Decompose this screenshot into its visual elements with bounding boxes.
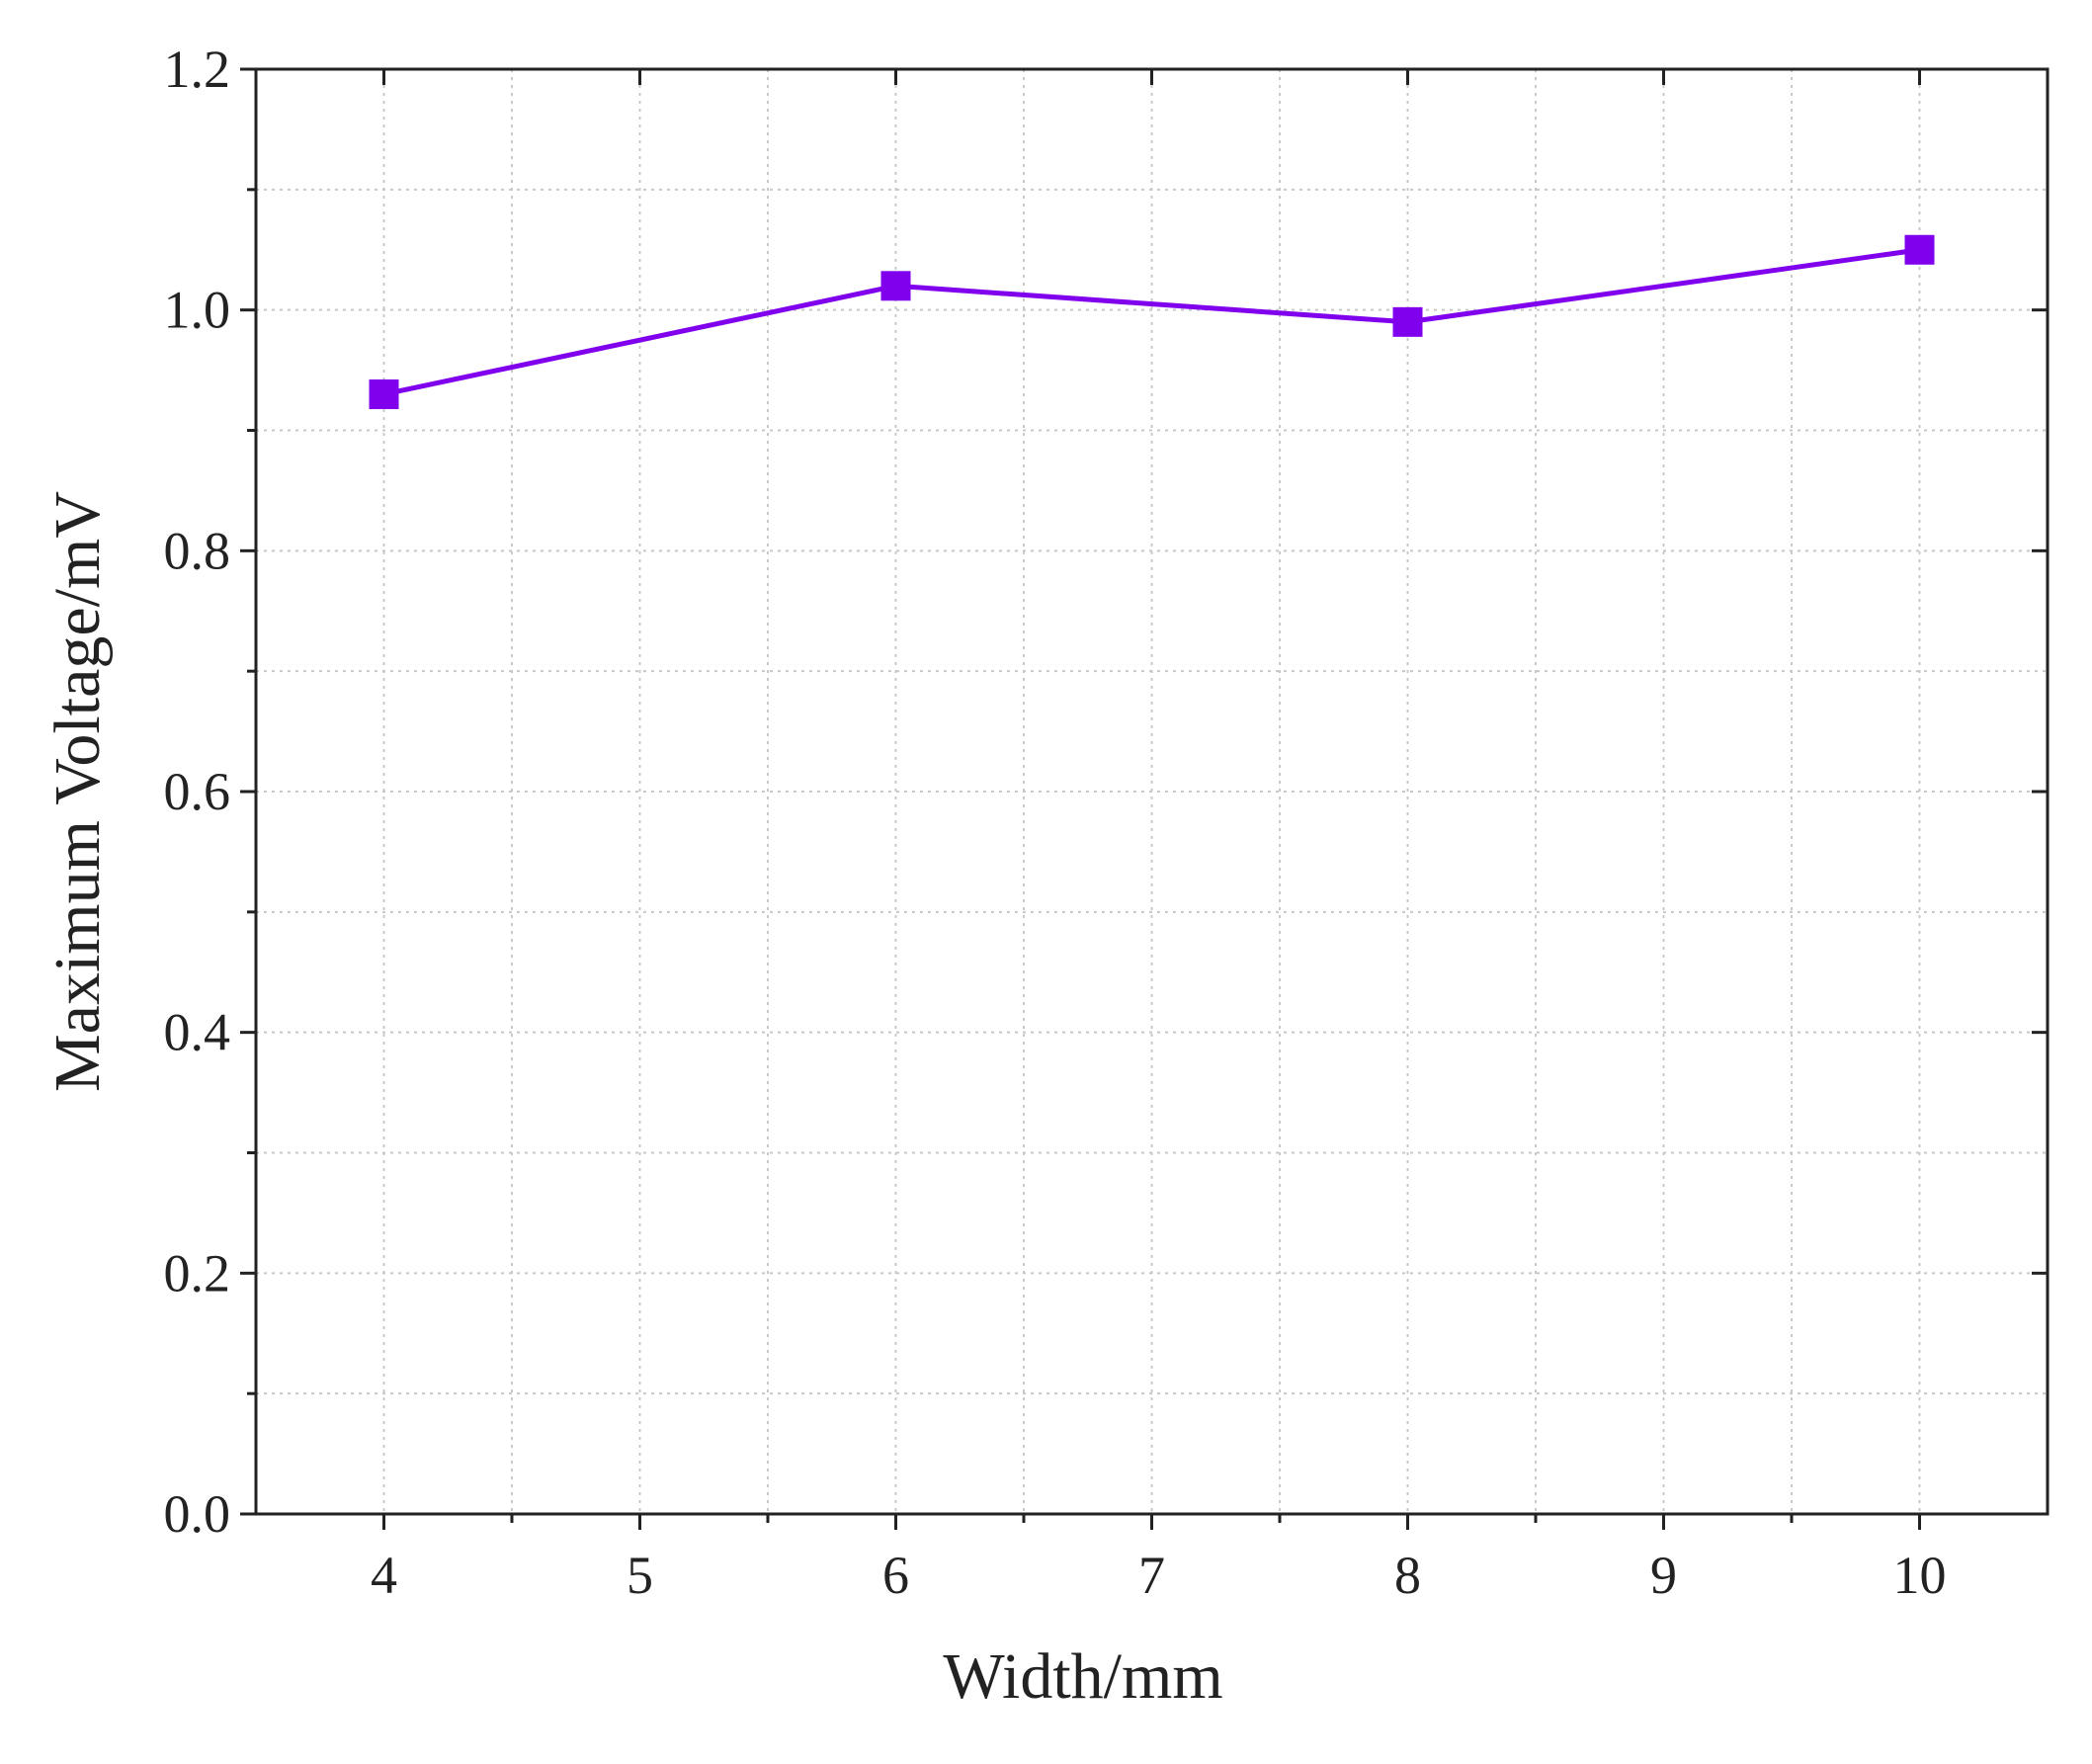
marker (1904, 234, 1935, 265)
x-tick-label: 6 (882, 1546, 909, 1605)
y-tick-label: 0.0 (164, 1484, 231, 1544)
x-tick-label: 7 (1138, 1546, 1165, 1605)
marker (369, 378, 399, 409)
line (382, 247, 1920, 397)
y-tick-label: 1.0 (164, 281, 231, 340)
y-tick-label: 1.2 (164, 40, 231, 99)
y-tick-label: 0.2 (164, 1243, 231, 1302)
plot-frame (254, 67, 2050, 1516)
x-tick-label: 4 (371, 1546, 397, 1605)
x-tick-label: 5 (627, 1546, 653, 1605)
y-tick-label: 0.6 (164, 762, 231, 821)
y-tick-label: 0.8 (164, 521, 231, 580)
x-tick-label: 9 (1650, 1546, 1677, 1605)
marker (1392, 306, 1423, 337)
x-tick-label: 8 (1394, 1546, 1421, 1605)
x-tick-label: 10 (1893, 1546, 1947, 1605)
x-axis-title: Width/mm (943, 1640, 1222, 1713)
y-tick-label: 0.4 (164, 1003, 231, 1062)
y-axis-title: Maximum Voltage/mV (42, 491, 114, 1092)
marker (880, 271, 911, 301)
